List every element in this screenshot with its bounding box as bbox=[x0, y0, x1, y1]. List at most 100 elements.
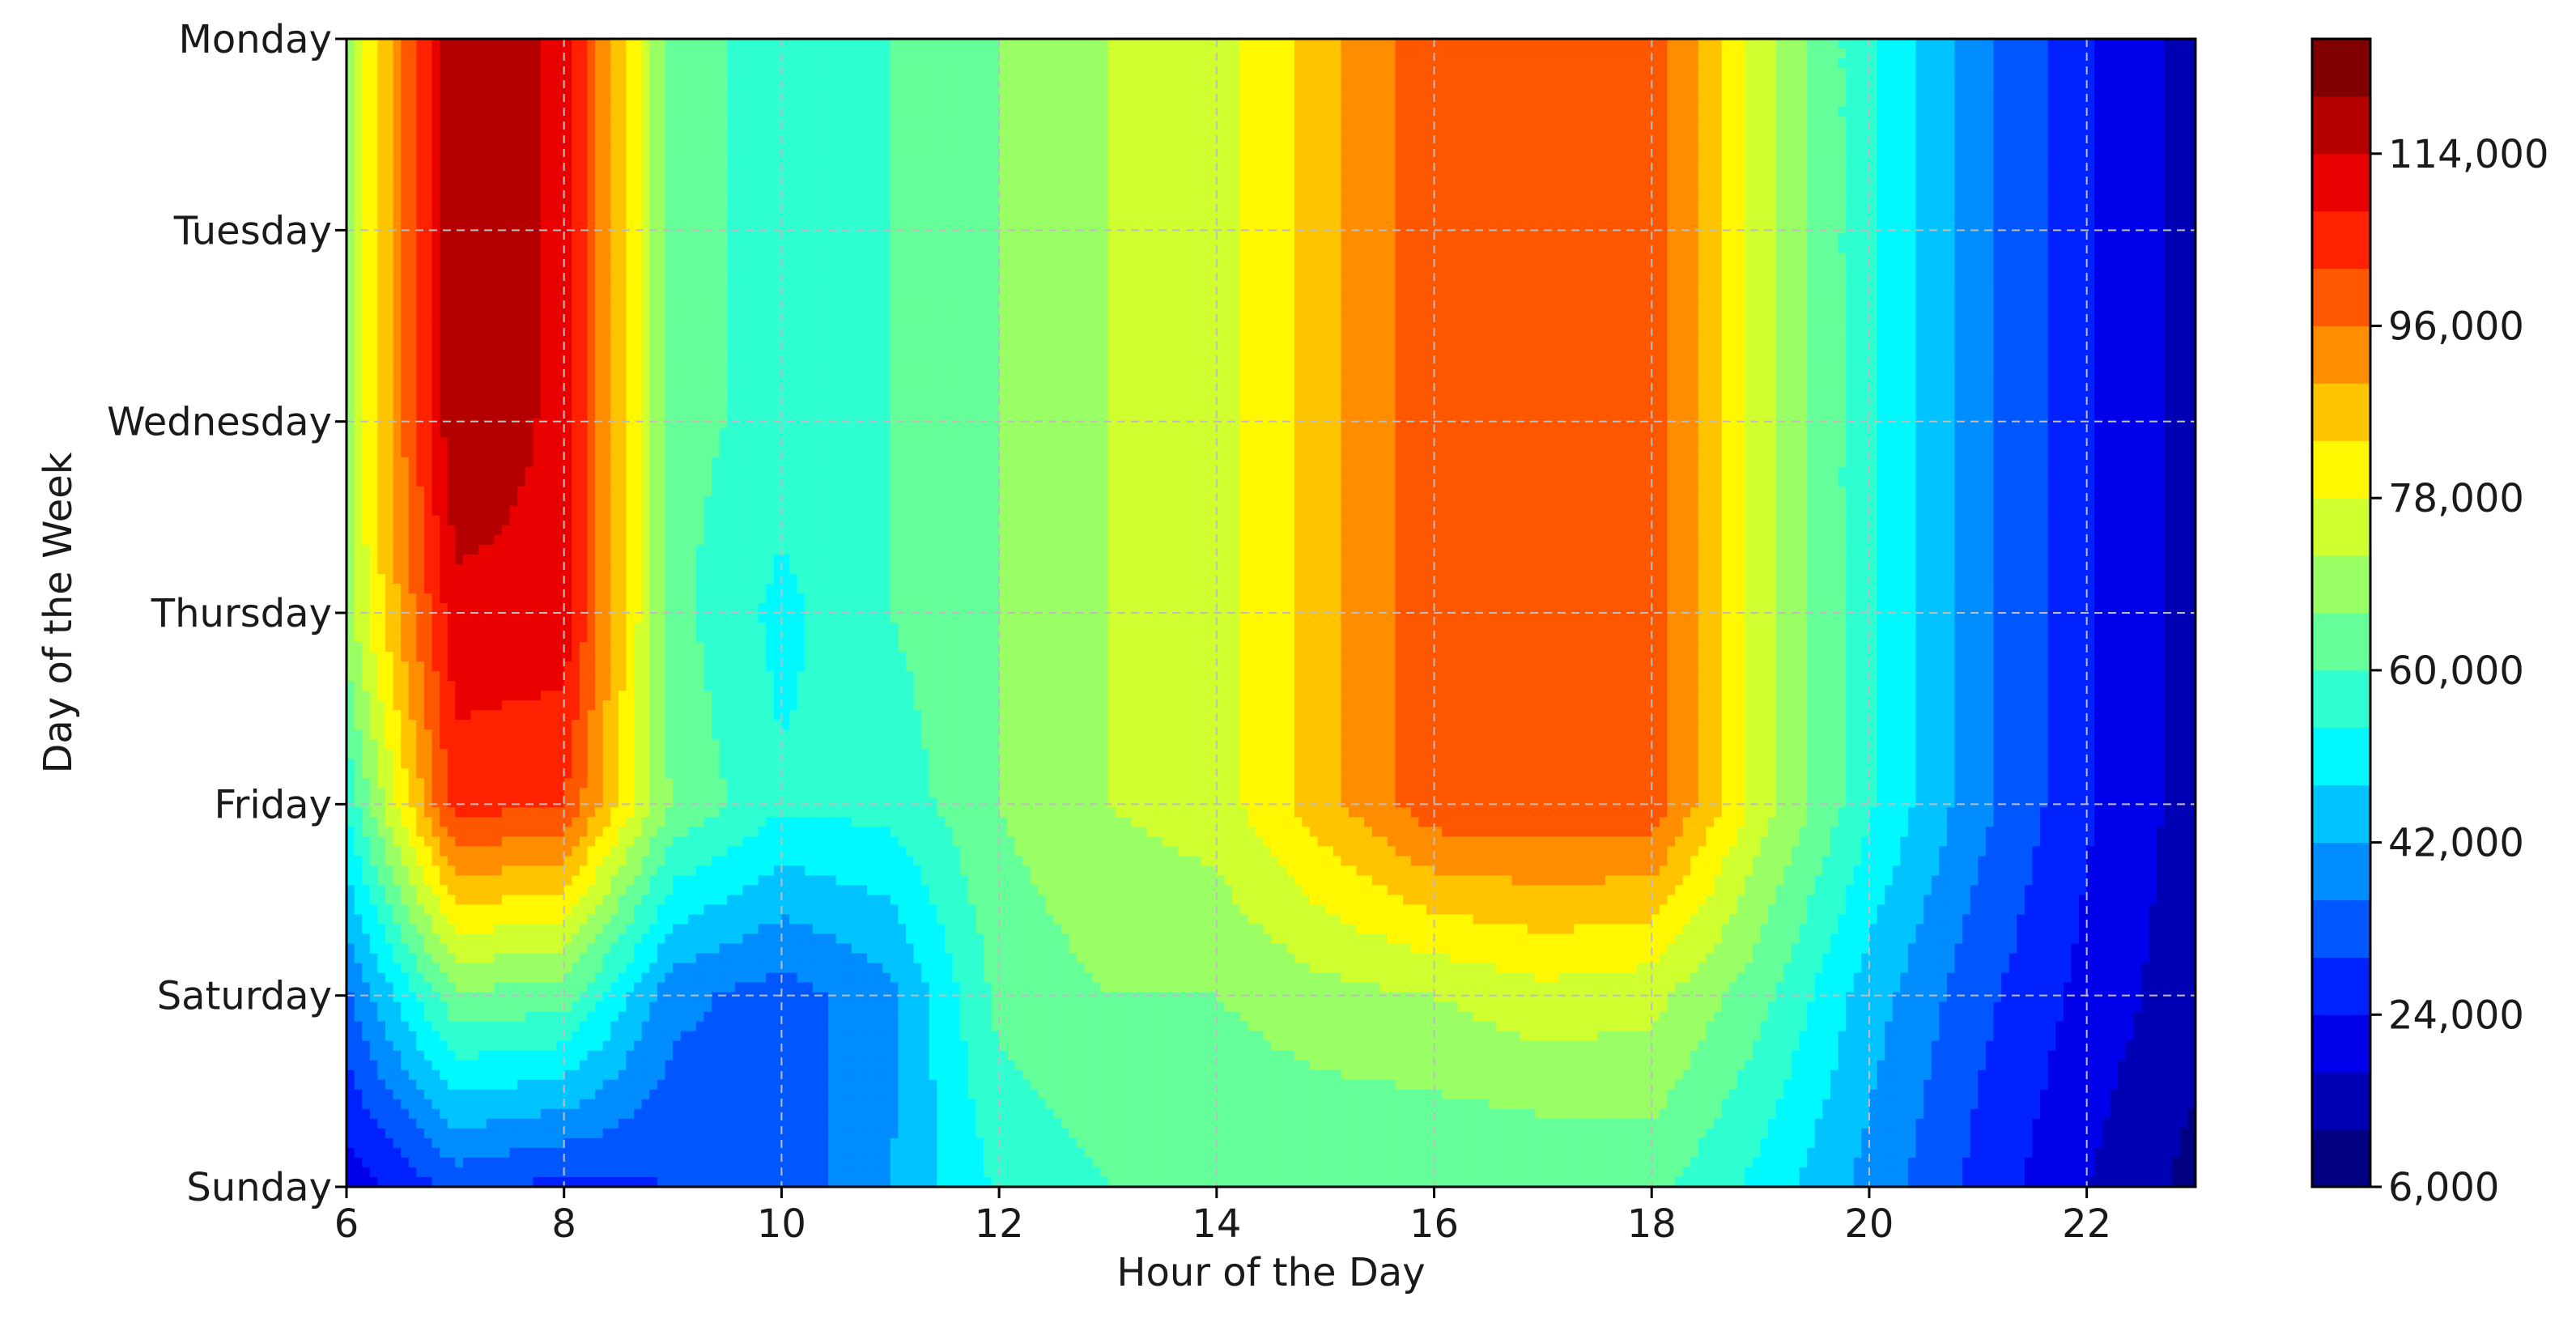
contour-cell bbox=[1053, 204, 1061, 215]
contour-cell bbox=[1877, 155, 1885, 166]
contour-cell bbox=[1146, 223, 1154, 234]
contour-cell bbox=[1418, 194, 1426, 205]
contour-cell bbox=[1357, 136, 1365, 147]
contour-cell bbox=[2032, 126, 2040, 137]
contour-cell bbox=[1170, 117, 1178, 127]
contour-cell bbox=[370, 204, 378, 215]
contour-cell bbox=[673, 175, 681, 185]
contour-cell bbox=[1597, 175, 1605, 185]
contour-cell bbox=[1885, 204, 1893, 215]
contour-cell bbox=[1442, 87, 1450, 98]
contour-cell bbox=[921, 117, 929, 127]
contour-cell bbox=[1279, 107, 1287, 117]
contour-cell bbox=[891, 68, 899, 79]
contour-cell bbox=[789, 165, 797, 176]
contour-cell bbox=[929, 68, 937, 79]
contour-cell bbox=[448, 146, 456, 156]
contour-cell bbox=[1970, 68, 1979, 79]
contour-cell bbox=[1660, 97, 1668, 108]
contour-cell bbox=[448, 155, 456, 166]
contour-cell bbox=[1022, 223, 1031, 234]
contour-cell bbox=[533, 87, 541, 98]
contour-cell bbox=[1481, 117, 1489, 127]
contour-cell bbox=[595, 126, 603, 137]
contour-cell bbox=[929, 194, 937, 205]
contour-cell bbox=[1667, 58, 1675, 69]
contour-cell bbox=[1146, 155, 1154, 166]
contour-cell bbox=[1830, 233, 1838, 244]
contour-cell bbox=[471, 146, 479, 156]
contour-cell bbox=[355, 165, 363, 176]
contour-cell bbox=[1783, 117, 1792, 127]
contour-cell bbox=[2118, 58, 2126, 69]
contour-cell bbox=[1286, 155, 1294, 166]
contour-cell bbox=[1877, 97, 1885, 108]
contour-cell bbox=[494, 185, 502, 195]
contour-cell bbox=[2149, 194, 2157, 205]
contour-cell bbox=[2094, 117, 2102, 127]
contour-cell bbox=[1403, 87, 1411, 98]
contour-cell bbox=[1869, 204, 1877, 215]
contour-cell bbox=[820, 146, 828, 156]
contour-cell bbox=[766, 155, 774, 166]
contour-cell bbox=[1978, 49, 1986, 59]
contour-cell bbox=[1139, 175, 1147, 185]
contour-cell bbox=[1885, 49, 1893, 59]
contour-cell bbox=[416, 165, 424, 176]
contour-cell bbox=[370, 223, 378, 234]
contour-cell bbox=[487, 107, 495, 117]
contour-cell bbox=[1761, 194, 1769, 205]
contour-cell bbox=[891, 146, 899, 156]
contour-cell bbox=[859, 185, 867, 195]
contour-cell bbox=[1675, 204, 1683, 215]
contour-cell bbox=[1116, 136, 1124, 147]
contour-cell bbox=[362, 175, 370, 185]
contour-cell bbox=[742, 165, 750, 176]
contour-cell bbox=[1372, 117, 1380, 127]
contour-cell bbox=[1232, 204, 1240, 215]
contour-cell bbox=[1457, 223, 1465, 234]
contour-cell bbox=[1698, 78, 1707, 88]
contour-cell bbox=[1201, 194, 1209, 205]
contour-cell bbox=[1776, 175, 1784, 185]
contour-cell bbox=[2087, 78, 2095, 88]
contour-cell bbox=[1706, 214, 1714, 224]
contour-cell bbox=[1528, 185, 1536, 195]
contour-cell bbox=[759, 204, 767, 215]
contour-cell bbox=[1846, 97, 1854, 108]
contour-cell bbox=[1597, 49, 1605, 59]
contour-cell bbox=[1768, 78, 1776, 88]
contour-cell bbox=[1822, 87, 1830, 98]
contour-cell bbox=[1349, 49, 1357, 59]
contour-cell bbox=[1240, 175, 1248, 185]
contour-cell bbox=[1240, 214, 1248, 224]
contour-cell bbox=[634, 49, 642, 59]
contour-cell bbox=[976, 107, 984, 117]
contour-cell bbox=[2165, 136, 2173, 147]
contour-cell bbox=[1504, 146, 1512, 156]
contour-cell bbox=[1263, 214, 1271, 224]
contour-cell bbox=[1768, 117, 1776, 127]
contour-cell bbox=[1962, 78, 1970, 88]
contour-cell bbox=[1185, 78, 1193, 88]
contour-cell bbox=[432, 117, 440, 127]
contour-cell bbox=[1349, 146, 1357, 156]
contour-cell bbox=[618, 49, 627, 59]
contour-cell bbox=[1146, 165, 1154, 176]
contour-cell bbox=[1566, 204, 1575, 215]
contour-cell bbox=[1496, 107, 1504, 117]
contour-cell bbox=[1294, 155, 1303, 166]
contour-cell bbox=[1379, 78, 1388, 88]
contour-cell bbox=[1512, 39, 1520, 49]
contour-cell bbox=[510, 233, 518, 244]
contour-cell bbox=[1007, 136, 1015, 147]
contour-cell bbox=[549, 194, 557, 205]
contour-cell bbox=[805, 39, 813, 49]
contour-cell bbox=[1893, 194, 1901, 205]
contour-cell bbox=[1092, 204, 1100, 215]
contour-cell bbox=[1256, 49, 1264, 59]
contour-cell bbox=[1605, 117, 1613, 127]
contour-cell bbox=[665, 185, 673, 195]
contour-cell bbox=[929, 87, 937, 98]
contour-cell bbox=[525, 87, 533, 98]
